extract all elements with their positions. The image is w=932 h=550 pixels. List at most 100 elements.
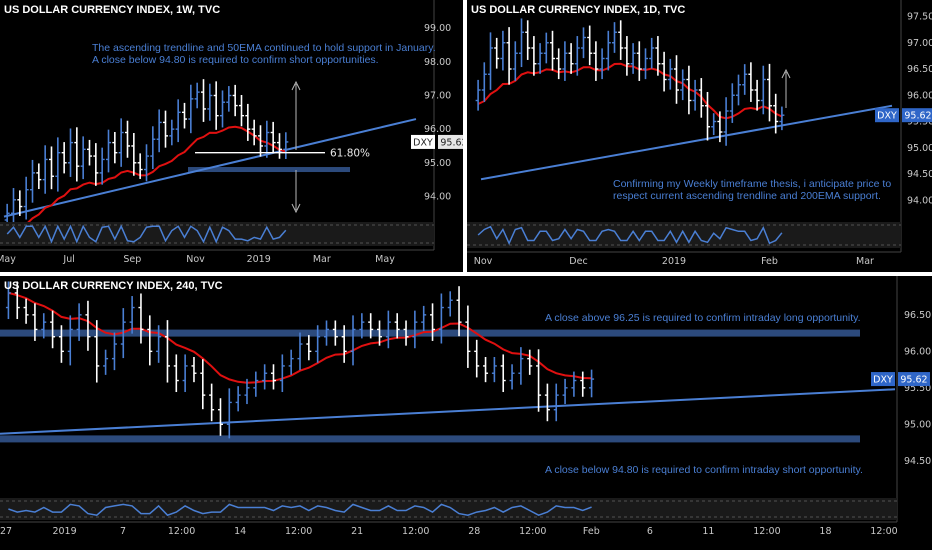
daily-y-tick-0: 97.50 (907, 12, 932, 23)
daily-candle-47 (767, 63, 772, 122)
h4-candle-63 (562, 378, 568, 405)
h4-oscillator-bg (0, 498, 897, 520)
h4-candle-52 (465, 305, 471, 368)
daily-candle-41 (729, 83, 735, 123)
h4-candle-16 (147, 315, 153, 366)
weekly-chart-svg[interactable]: 99.00 98.00 97.00 96.00 95.00 94.00 May Jul Sep N… (0, 0, 463, 272)
weekly-x-tick-3: Nov (186, 254, 205, 265)
daily-y-tick-5: 95.00 (907, 143, 932, 154)
h4-candle-21 (191, 356, 197, 383)
h4-y-tick-1: 96.00 (904, 346, 931, 357)
daily-price-tag-symbol-bg (875, 108, 899, 123)
h4-chart-svg[interactable]: 96.50 96.00 95.50 95.00 94.50 27 2019 7 12:00 14 1… (0, 276, 932, 550)
weekly-price-tag-value-bg (438, 134, 463, 149)
daily-candle-25 (630, 43, 636, 74)
weekly-candle-37 (239, 94, 244, 127)
daily-candle-39 (717, 111, 723, 143)
h4-candle-23 (209, 383, 215, 422)
daily-candle-13 (556, 48, 562, 80)
daily-candle-17 (581, 27, 586, 59)
daily-chart-panel[interactable]: 97.5097.0096.5096.0095.5095.0094.5094.00… (467, 0, 932, 272)
h4-candle-54 (483, 356, 489, 383)
h4-note-bottom: A close below 94.80 is required to confi… (545, 464, 863, 476)
daily-trendline (480, 104, 893, 181)
h4-x-tick-4: 14 (234, 526, 246, 537)
weekly-candle-14 (93, 143, 99, 186)
weekly-candle-10 (68, 128, 73, 177)
daily-note-line-2: respect current ascending trendline and … (613, 190, 881, 202)
daily-candle-45 (754, 79, 760, 111)
weekly-candle-22 (144, 144, 149, 182)
daily-y-tick-3: 96.00 (907, 90, 932, 101)
weekly-chart-panel[interactable]: 99.00 98.00 97.00 96.00 95.00 94.00 May Jul Sep N… (0, 0, 463, 272)
weekly-zone-0 (188, 167, 350, 173)
daily-candle-35 (692, 79, 698, 111)
weekly-candle-8 (55, 137, 61, 192)
daily-candle-24 (624, 36, 630, 76)
h4-zone-0 (0, 329, 860, 337)
h4-candle-42 (377, 320, 383, 346)
weekly-candle-9 (61, 142, 67, 174)
h4-candle-55 (491, 356, 497, 383)
daily-chart-svg[interactable]: 97.5097.0096.5096.0095.5095.0094.5094.00… (467, 0, 932, 272)
daily-candle-14 (562, 41, 568, 81)
daily-oscillator-line (477, 225, 783, 246)
h4-chart-panel[interactable]: 96.50 96.00 95.50 95.00 94.50 27 2019 7 12:00 14 1… (0, 276, 932, 550)
h4-candle-14 (129, 296, 135, 334)
h4-x-tick-14: 18 (819, 526, 831, 537)
weekly-down-arrow-head (291, 203, 301, 214)
daily-candle-9 (531, 36, 537, 76)
daily-candle-23 (618, 20, 624, 60)
h4-candle-13 (120, 308, 126, 359)
weekly-y-tick-3: 96.00 (424, 124, 451, 135)
weekly-candle-30 (194, 82, 200, 109)
weekly-candle-35 (226, 86, 232, 112)
weekly-y-tick-0: 99.00 (424, 23, 451, 34)
weekly-candle-41 (264, 120, 270, 158)
daily-candle-38 (711, 113, 717, 136)
h4-note-top: A close above 96.25 is required to confi… (545, 312, 861, 324)
h4-candle-22 (200, 359, 206, 410)
weekly-x-tick-4: 2019 (247, 254, 271, 265)
weekly-x-tick-0: May (0, 254, 16, 265)
daily-candle-8 (525, 20, 531, 60)
h4-candle-1 (14, 281, 20, 320)
h4-candle-5 (50, 310, 56, 349)
h4-candle-56 (500, 354, 506, 393)
h4-candle-66 (589, 369, 595, 398)
daily-y-tick-1: 97.00 (907, 38, 932, 49)
weekly-price-tag-symbol: DXY (413, 137, 433, 148)
h4-price-tag-value: 95.62 (900, 375, 927, 386)
h4-candle-18 (164, 320, 170, 383)
weekly-candle-24 (156, 109, 162, 153)
weekly-candle-4 (30, 159, 35, 203)
weekly-candle-5 (36, 163, 42, 190)
daily-candle-31 (667, 58, 673, 90)
h4-x-tick-9: 12:00 (519, 526, 546, 537)
h4-x-tick-7: 12:00 (402, 526, 429, 537)
daily-price-tag-value: 95.62 (904, 111, 931, 122)
h4-candle-39 (350, 315, 356, 366)
h4-x-tick-5: 12:00 (285, 526, 312, 537)
weekly-candle-19 (125, 120, 130, 158)
weekly-candle-13 (87, 139, 92, 166)
h4-candle-31 (279, 354, 285, 393)
weekly-candle-18 (118, 118, 124, 167)
weekly-candle-27 (175, 99, 181, 143)
weekly-candle-7 (49, 146, 54, 190)
h4-candle-38 (341, 325, 347, 363)
daily-candle-2 (488, 32, 493, 90)
weekly-candle-20 (131, 133, 137, 176)
daily-candle-37 (705, 91, 710, 141)
weekly-trendline (3, 118, 417, 218)
weekly-candle-12 (80, 136, 86, 180)
h4-candle-35 (315, 325, 321, 363)
daily-candle-12 (550, 30, 555, 71)
h4-price-tag-value-bg (898, 372, 930, 387)
h4-x-tick-15: 12:00 (870, 526, 897, 537)
daily-candle-34 (686, 65, 692, 115)
h4-candle-19 (173, 354, 179, 393)
weekly-candle-38 (245, 103, 251, 141)
weekly-oscillator-bg (0, 222, 434, 246)
weekly-candle-28 (182, 102, 187, 129)
